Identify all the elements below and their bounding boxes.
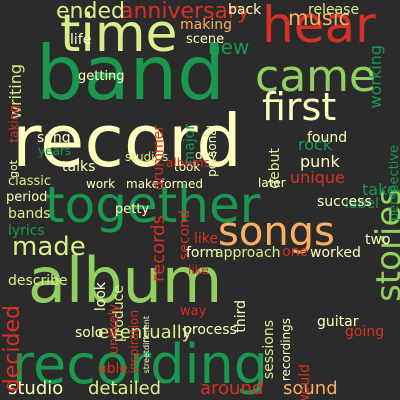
word-lyrics: lyrics — [8, 223, 45, 239]
word-streetdifferent: streetdifferent — [142, 316, 151, 374]
word-period: period — [6, 190, 48, 205]
word-label: label — [345, 196, 379, 212]
word-petty: petty — [115, 202, 150, 217]
word-studio: studio — [8, 378, 64, 399]
word-hear: hear — [262, 0, 376, 54]
word-one: one — [282, 244, 309, 260]
word-made: made — [12, 232, 86, 262]
word-work: work — [86, 177, 116, 191]
word-classic: classic — [8, 174, 52, 189]
word-taking: taking — [7, 105, 21, 143]
word-new: new — [208, 35, 250, 59]
word-unique: unique — [290, 168, 345, 187]
word-worked: worked — [310, 245, 361, 261]
word-studios: studios — [125, 150, 169, 164]
word-unlikely: unlikely — [107, 304, 122, 355]
word-around: around — [200, 378, 264, 399]
word-anniversary: anniversary — [120, 0, 251, 24]
word-later: later — [258, 176, 286, 190]
word-song: song — [37, 130, 71, 146]
word-album: album — [28, 244, 223, 317]
word-two: two — [365, 232, 391, 248]
word-perspective: perspective — [387, 145, 400, 222]
word-personal: personal — [205, 125, 219, 177]
word-talks: talks — [62, 159, 96, 175]
word-first: first — [262, 85, 337, 129]
word-albums: albums — [166, 156, 210, 170]
word-look: look — [93, 282, 109, 312]
word-scene: scene — [186, 32, 225, 47]
word-recording: recording — [12, 333, 268, 396]
word-formed: formed — [160, 177, 203, 191]
word-working: working — [366, 45, 385, 109]
word-able: able — [98, 361, 128, 377]
word-inspiration: inspiration — [127, 310, 141, 374]
word-rock: rock — [298, 135, 333, 154]
word-songs: songs — [218, 209, 335, 255]
word-third: third — [233, 300, 249, 333]
word-sessions: sessions — [261, 320, 277, 380]
word-got: got — [7, 160, 20, 179]
word-guitar: guitar — [317, 314, 359, 330]
word-release: release — [308, 2, 360, 18]
word-making: making — [180, 17, 232, 33]
word-take: take — [362, 180, 397, 199]
word-solo: solo — [75, 325, 104, 341]
word-came: came — [255, 51, 377, 102]
word-sound: sound — [283, 378, 338, 399]
word-bands: bands — [8, 206, 51, 222]
word-found: found — [307, 130, 348, 146]
word-life: life — [70, 32, 92, 48]
word-like: like — [194, 231, 219, 247]
word-record: record — [12, 99, 242, 183]
word-process: process — [183, 322, 237, 338]
word-punk: punk — [300, 152, 340, 171]
word-back: back — [228, 2, 262, 18]
word-approach: approach — [215, 245, 281, 261]
word-make: make — [126, 177, 159, 191]
word-form: form — [186, 245, 219, 261]
word-detailed: detailed — [88, 378, 162, 399]
word-would: would — [297, 364, 313, 400]
word-years: years — [38, 144, 72, 158]
word-going: going — [345, 324, 385, 340]
word-day: day — [195, 148, 218, 162]
word-music: music — [288, 6, 351, 30]
word-recordings: recordings — [279, 318, 293, 382]
word-eventually: eventually — [98, 322, 193, 343]
word-drummer: drummer — [151, 125, 167, 191]
word-describe: describe — [8, 273, 68, 289]
word-ended: ended — [56, 0, 125, 24]
word-time: time — [60, 4, 178, 64]
word-band: band — [36, 29, 225, 117]
word-took: took — [174, 160, 201, 174]
word-records: records — [148, 215, 169, 282]
word-together: together — [45, 176, 261, 234]
word-decided: decided — [0, 305, 25, 393]
word-success: success — [317, 194, 372, 210]
word-like: like — [188, 263, 209, 277]
word-getting: getting — [78, 69, 125, 84]
word-major: major — [182, 124, 198, 165]
word-way: way — [180, 304, 207, 319]
